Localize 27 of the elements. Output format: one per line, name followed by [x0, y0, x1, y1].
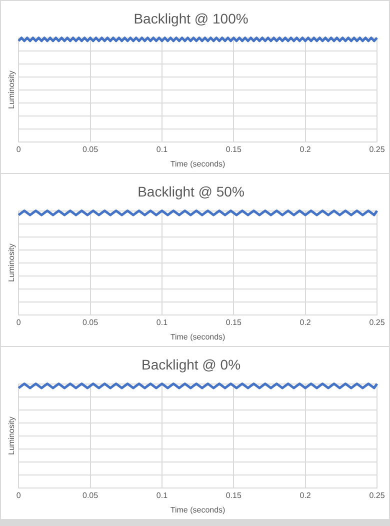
chart-title: Backlight @ 0% — [141, 356, 241, 372]
x-tick-label: 0.15 — [226, 490, 242, 500]
x-tick-label: 0.15 — [226, 318, 242, 327]
x-tick-label: 0.1 — [156, 144, 168, 154]
x-tick-label: 0 — [16, 144, 22, 154]
y-axis-title: Luminosity — [7, 244, 16, 282]
x-axis-title: Time (seconds) — [170, 505, 226, 514]
x-axis-title: Time (seconds) — [170, 332, 226, 342]
x-tick-label: 0.05 — [82, 144, 99, 154]
y-axis-title: Luminosity — [7, 70, 16, 109]
x-tick-label: 0.05 — [82, 490, 99, 500]
x-tick-label: 0.1 — [156, 318, 168, 327]
x-tick-label: 0.15 — [226, 144, 242, 154]
x-axis-title: Time (seconds) — [170, 159, 226, 168]
chart-title: Backlight @ 50% — [138, 183, 244, 200]
x-tick-label: 0.1 — [156, 490, 168, 500]
x-tick-label: 0.25 — [369, 144, 386, 154]
x-tick-label: 0 — [16, 318, 22, 327]
y-axis-title: Luminosity — [7, 416, 16, 455]
chart-title: Backlight @ 100% — [134, 10, 248, 26]
x-tick-label: 0.2 — [300, 490, 312, 500]
x-tick-label: 0 — [16, 490, 22, 500]
x-tick-label: 0.2 — [300, 318, 312, 327]
x-tick-label: 0.25 — [369, 318, 386, 327]
x-tick-label: 0.25 — [369, 490, 386, 500]
x-tick-label: 0.2 — [300, 144, 312, 154]
x-tick-label: 0.05 — [82, 318, 99, 327]
